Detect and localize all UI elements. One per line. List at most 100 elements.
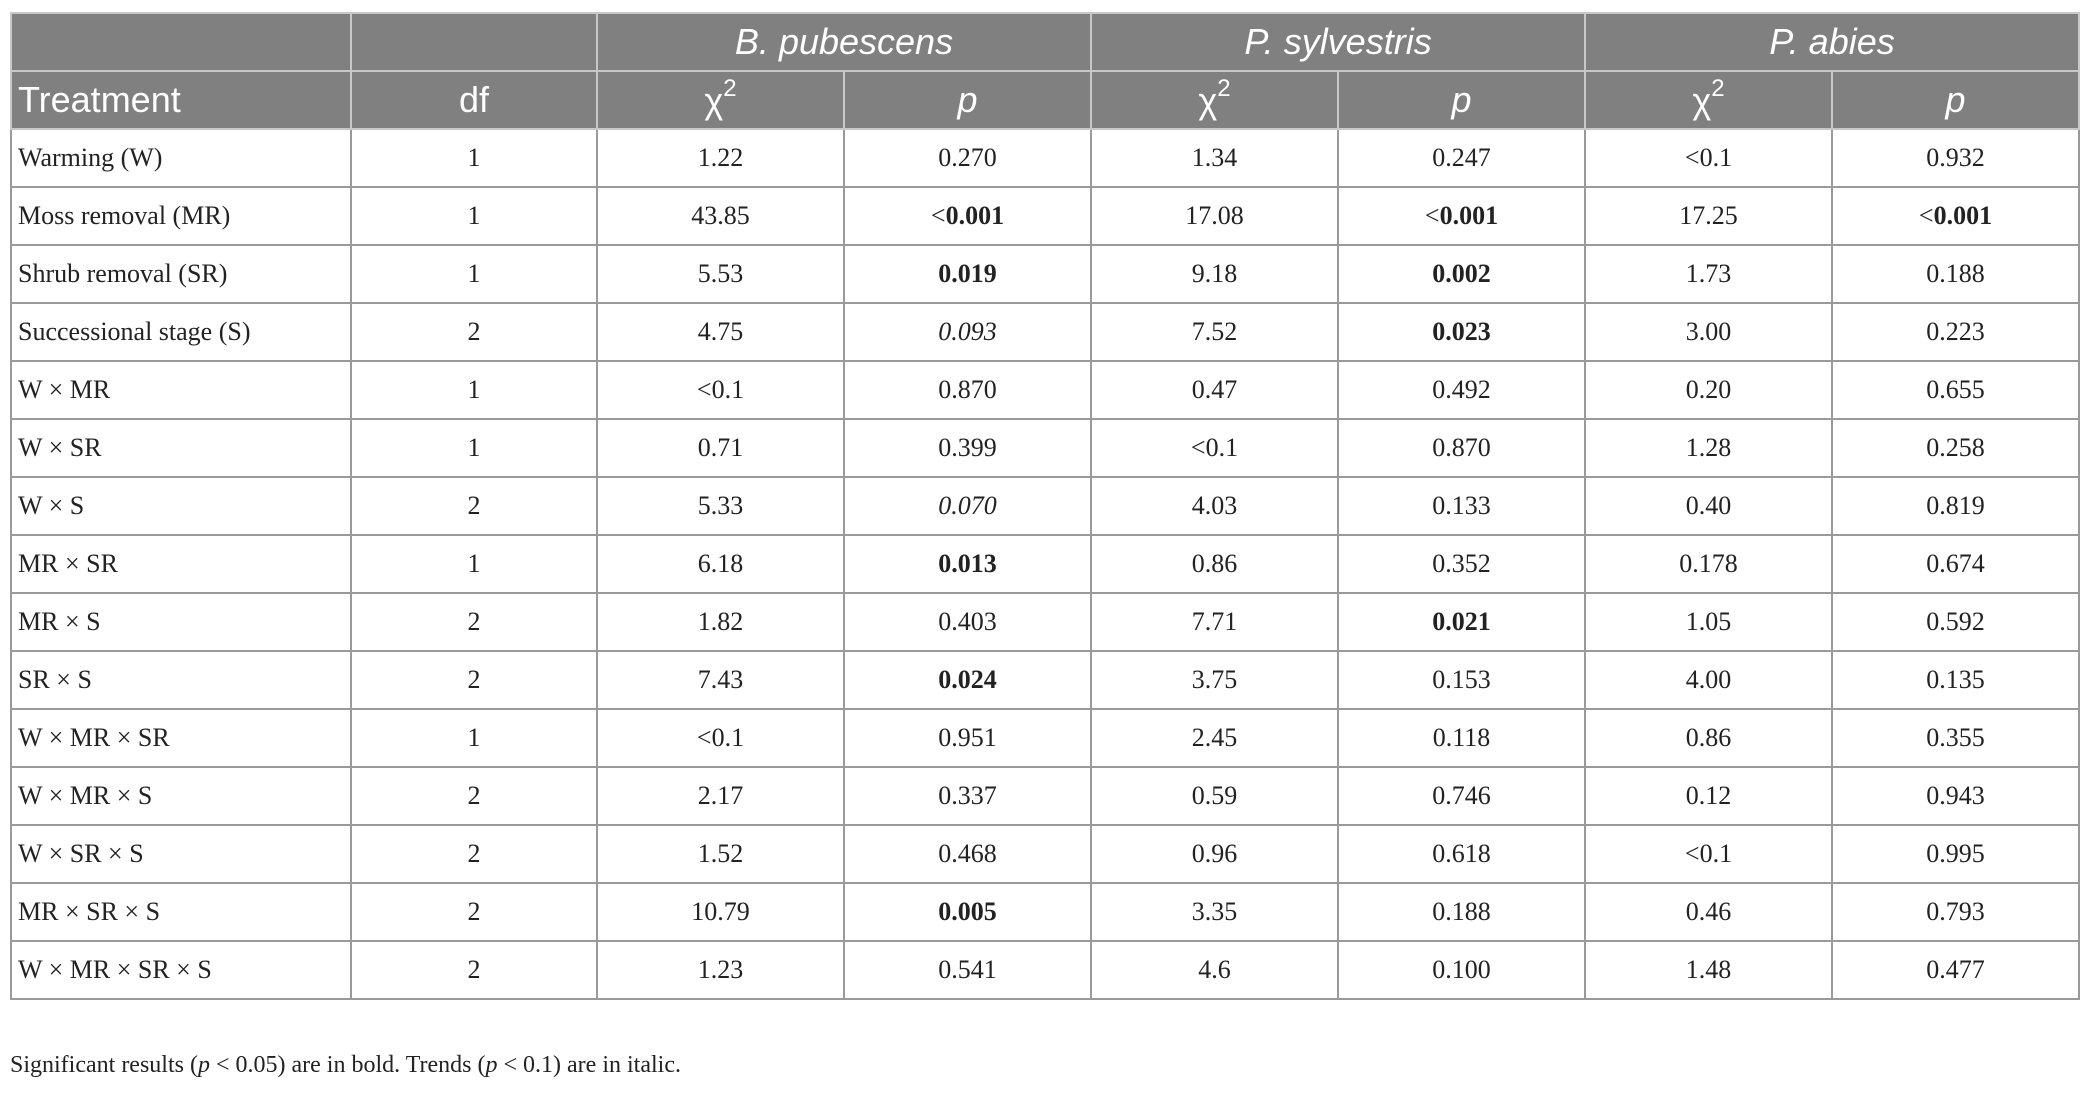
p-value-cell: 0.870 xyxy=(1336,418,1587,478)
table-row: MR × S 2 1.82 0.403 7.71 0.021 1.05 0.592 xyxy=(10,592,2081,652)
species-header-p-sylvestris: P. sylvestris xyxy=(1089,12,1587,72)
chi-square-cell: 5.53 xyxy=(596,244,845,304)
p-value-cell: 0.133 xyxy=(1336,476,1587,536)
footnote-text-1: Significant results ( xyxy=(10,1052,198,1078)
p-value-cell: 0.995 xyxy=(1831,824,2081,884)
p-value-cell: 0.793 xyxy=(1831,882,2081,942)
p-value-cell: 0.100 xyxy=(1336,940,1587,1000)
chi-square-header: χ2 xyxy=(1090,70,1339,130)
p-value-cell: 0.951 xyxy=(843,708,1092,768)
chi-superscript: 2 xyxy=(1711,74,1725,102)
chi-square-cell: 0.59 xyxy=(1090,766,1339,826)
table-row: W × SR 1 0.71 0.399 <0.1 0.870 1.28 0.258 xyxy=(10,418,2081,478)
less-than-sign: < xyxy=(1918,201,1934,230)
table-row: MR × SR 1 6.18 0.013 0.86 0.352 0.178 0.674 xyxy=(10,534,2081,594)
p-value-cell: 0.153 xyxy=(1336,650,1587,710)
footnote-p-symbol: p xyxy=(485,1052,498,1078)
p-value-cell: 0.674 xyxy=(1831,534,2081,594)
chi-square-cell: 3.75 xyxy=(1090,650,1339,710)
p-value-cell: 0.746 xyxy=(1336,766,1587,826)
chi-square-cell: 0.71 xyxy=(596,418,845,478)
chi-square-header: χ2 xyxy=(1584,70,1834,130)
species-header-b-pubescens: B. pubescens xyxy=(596,12,1092,72)
treatment-cell: SR × S xyxy=(10,650,352,710)
chi-square-cell: 0.47 xyxy=(1090,360,1339,420)
df-cell: 2 xyxy=(350,302,598,362)
significant-value: 0.001 xyxy=(1933,201,1993,230)
table-row: Moss removal (MR) 1 43.85 <0.001 17.08 <0.001… xyxy=(10,186,2081,246)
results-table: B. pubescens P. sylvestris P. abies Trea… xyxy=(10,12,2081,1000)
p-value-cell: 0.019 xyxy=(843,244,1092,304)
p-value-cell: 0.135 xyxy=(1831,650,2081,710)
p-value-cell: 0.005 xyxy=(843,882,1092,942)
table-row: Warming (W) 1 1.22 0.270 1.34 0.247 <0.1 0.932 xyxy=(10,128,2081,188)
chi-square-cell: 0.12 xyxy=(1584,766,1834,826)
p-symbol: p xyxy=(957,79,978,120)
column-header-row: Treatment df χ2 p χ2 p χ2 p xyxy=(10,70,2081,130)
df-cell: 1 xyxy=(350,360,598,420)
chi-square-cell: 10.79 xyxy=(596,882,845,942)
df-cell: 2 xyxy=(350,476,598,536)
table-row: W × SR × S 2 1.52 0.468 0.96 0.618 <0.1 0.995 xyxy=(10,824,2081,884)
p-symbol: p xyxy=(1945,79,1966,120)
chi-square-cell: 5.33 xyxy=(596,476,845,536)
chi-square-cell: 0.46 xyxy=(1584,882,1834,942)
chi-square-cell: 4.03 xyxy=(1090,476,1339,536)
p-value-cell: 0.819 xyxy=(1831,476,2081,536)
p-value-cell: 0.093 xyxy=(843,302,1092,362)
df-cell: 2 xyxy=(350,650,598,710)
chi-superscript: 2 xyxy=(723,74,737,102)
treatment-cell: W × MR xyxy=(10,360,352,420)
chi-square-cell: 0.40 xyxy=(1584,476,1834,536)
chi-square-cell: 4.6 xyxy=(1090,940,1339,1000)
p-value-cell: 0.188 xyxy=(1336,882,1587,942)
treatment-cell: Warming (W) xyxy=(10,128,352,188)
treatment-cell: MR × SR × S xyxy=(10,882,352,942)
chi-square-cell: 43.85 xyxy=(596,186,845,246)
chi-square-cell: <0.1 xyxy=(1090,418,1339,478)
less-than-sign: < xyxy=(930,201,946,230)
chi-square-cell: 1.82 xyxy=(596,592,845,652)
chi-square-cell: 17.08 xyxy=(1090,186,1339,246)
p-value-cell: 0.258 xyxy=(1831,418,2081,478)
df-cell: 1 xyxy=(350,244,598,304)
treatment-cell: Shrub removal (SR) xyxy=(10,244,352,304)
p-value-cell: 0.618 xyxy=(1336,824,1587,884)
p-value-cell: 0.355 xyxy=(1831,708,2081,768)
treatment-cell: W × MR × SR xyxy=(10,708,352,768)
treatment-cell: W × MR × SR × S xyxy=(10,940,352,1000)
table-row: W × MR × S 2 2.17 0.337 0.59 0.746 0.12 0.943 xyxy=(10,766,2081,826)
significant-value: 0.001 xyxy=(945,201,1005,230)
chi-superscript: 2 xyxy=(1217,74,1231,102)
chi-square-cell: 0.178 xyxy=(1584,534,1834,594)
footnote-text-3: < 0.1) are in italic. xyxy=(497,1052,681,1078)
treatment-cell: W × SR xyxy=(10,418,352,478)
species-header-p-abies: P. abies xyxy=(1584,12,2081,72)
chi-square-header: χ2 xyxy=(596,70,845,130)
p-value-header: p xyxy=(1336,70,1587,130)
treatment-cell: W × MR × S xyxy=(10,766,352,826)
table-row: W × MR × SR × S 2 1.23 0.541 4.6 0.100 1.48 0.4… xyxy=(10,940,2081,1000)
chi-square-cell: 7.71 xyxy=(1090,592,1339,652)
p-symbol: p xyxy=(1451,79,1472,120)
p-value-header: p xyxy=(1831,70,2081,130)
chi-square-cell: 4.00 xyxy=(1584,650,1834,710)
chi-square-cell: 1.52 xyxy=(596,824,845,884)
chi-symbol: χ xyxy=(704,79,724,121)
chi-square-cell: 3.35 xyxy=(1090,882,1339,942)
p-value-cell: 0.188 xyxy=(1831,244,2081,304)
chi-square-cell: 6.18 xyxy=(596,534,845,594)
p-value-cell: <0.001 xyxy=(1336,186,1587,246)
p-value-cell: 0.013 xyxy=(843,534,1092,594)
df-cell: 2 xyxy=(350,824,598,884)
p-value-header: p xyxy=(843,70,1092,130)
table-row: Successional stage (S) 2 4.75 0.093 7.52 0.02… xyxy=(10,302,2081,362)
p-value-cell: 0.247 xyxy=(1336,128,1587,188)
df-header: df xyxy=(350,70,598,130)
p-value-cell: 0.118 xyxy=(1336,708,1587,768)
table-row: MR × SR × S 2 10.79 0.005 3.35 0.188 0.46 0.793 xyxy=(10,882,2081,942)
p-value-cell: 0.270 xyxy=(843,128,1092,188)
p-value-cell: 0.223 xyxy=(1831,302,2081,362)
chi-square-cell: 2.45 xyxy=(1090,708,1339,768)
df-cell: 1 xyxy=(350,186,598,246)
